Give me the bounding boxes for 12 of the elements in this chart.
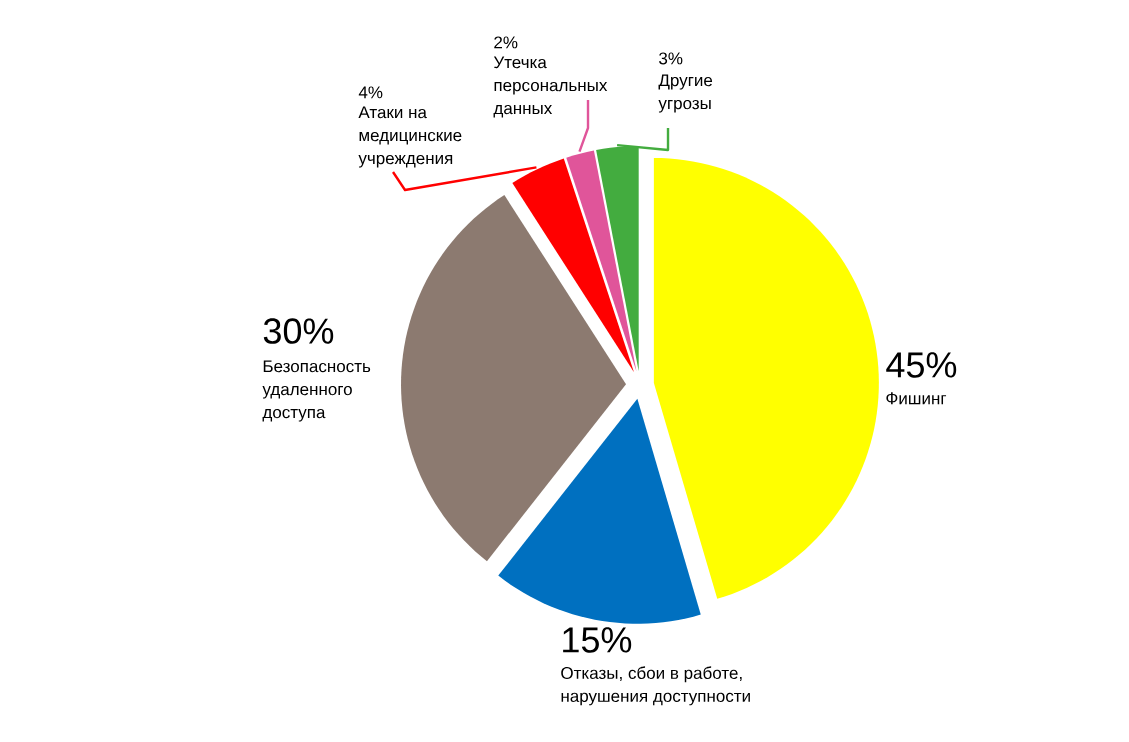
slice-label: Утечка персональных данных	[493, 56, 608, 118]
data-label: 2%	[494, 36, 518, 49]
slice-label: Безопасность удаленного доступа	[262, 360, 371, 422]
slice-label: Фишинг	[886, 392, 947, 405]
data-label: 15%	[563, 627, 632, 653]
slice-label: Отказы, сбои в работе, нарушения доступности	[561, 666, 750, 706]
data-label: 4%	[358, 86, 383, 99]
slice-label: Другие угрозы	[658, 74, 713, 113]
data-label: 30%	[263, 318, 334, 344]
data-label: 3%	[659, 52, 683, 65]
data-label: 45%	[886, 352, 957, 378]
slice-label: Атаки на медицинские учреждения	[358, 106, 462, 168]
